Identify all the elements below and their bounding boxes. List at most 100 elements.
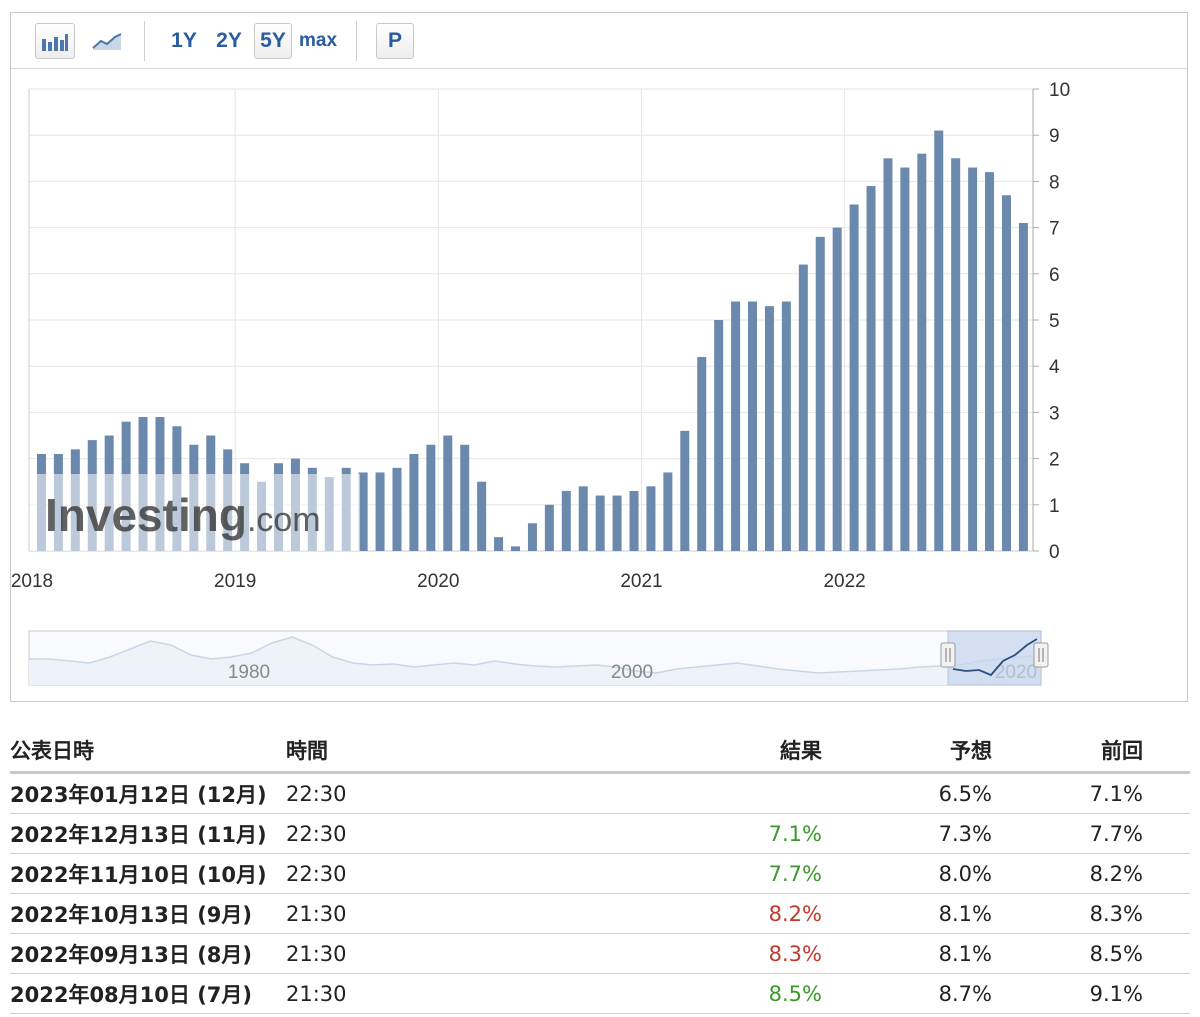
table-row: 2022年10月13日 (9月) 21:30 8.2% 8.1% 8.3% [10, 894, 1190, 934]
bar[interactable] [494, 537, 504, 551]
y-tick-label: 7 [1049, 219, 1060, 240]
bar[interactable] [731, 301, 741, 551]
actual-cell: 8.2% [768, 901, 822, 926]
time-cell: 21:30 [286, 941, 347, 966]
bar[interactable] [985, 172, 995, 551]
y-tick-label: 8 [1049, 172, 1060, 193]
navigator-selection [947, 630, 1042, 686]
header-time[interactable]: 時間 [286, 738, 328, 763]
bar[interactable] [392, 467, 402, 551]
navigator-area [29, 637, 1041, 685]
bar[interactable] [934, 130, 944, 551]
range-5y-button[interactable]: 5Y [254, 23, 292, 59]
previous-cell: 8.2% [1089, 861, 1143, 886]
bar[interactable] [629, 490, 639, 551]
bar[interactable] [781, 301, 791, 551]
header-date[interactable]: 公表日時 [10, 738, 94, 763]
table-body: 2023年01月12日 (12月) 22:30 6.5% 7.1% 2022年12月13… [10, 774, 1190, 1014]
bar-chart-button[interactable] [35, 23, 75, 59]
p-button[interactable]: P [376, 23, 414, 59]
y-tick-label: 10 [1049, 80, 1070, 101]
navigator-selection-line [952, 638, 1038, 677]
toolbar-divider [356, 21, 357, 61]
bar[interactable] [578, 486, 588, 551]
bar[interactable] [697, 356, 707, 551]
date-cell: 2022年09月13日 (8月) [10, 942, 253, 967]
bar[interactable] [1018, 222, 1028, 552]
bar[interactable] [680, 430, 690, 551]
line-chart-button[interactable] [87, 23, 127, 59]
actual-cell: 8.3% [768, 941, 822, 966]
bar[interactable] [883, 158, 893, 552]
range-1y-button[interactable]: 1Y [171, 29, 197, 52]
x-tick-label: 2019 [214, 571, 256, 592]
bar[interactable] [798, 264, 808, 551]
bar[interactable] [748, 301, 758, 551]
y-tick-label: 5 [1049, 311, 1060, 332]
bar[interactable] [951, 158, 961, 552]
bar[interactable] [612, 495, 622, 551]
bar[interactable] [764, 306, 774, 551]
bar[interactable] [460, 444, 470, 551]
bar[interactable] [443, 435, 453, 552]
header-actual[interactable]: 結果 [780, 738, 822, 763]
bar[interactable] [815, 236, 825, 551]
y-tick-label: 9 [1049, 126, 1060, 147]
bar[interactable] [477, 481, 487, 551]
navigator-right-handle[interactable] [1033, 642, 1049, 668]
bar[interactable] [358, 472, 368, 551]
bar-chart-icon [42, 34, 68, 51]
y-tick-label: 2 [1049, 450, 1060, 471]
navigator-left-handle[interactable] [940, 642, 956, 668]
bar[interactable] [849, 204, 859, 552]
forecast-cell: 8.1% [938, 901, 992, 926]
y-tick-label: 1 [1049, 496, 1060, 517]
actual-cell: 7.1% [768, 821, 822, 846]
date-cell: 2023年01月12日 (12月) [10, 782, 267, 807]
bar[interactable] [409, 453, 419, 551]
forecast-cell: 8.7% [938, 981, 992, 1006]
navigator-line [29, 636, 1042, 674]
bar[interactable] [375, 472, 385, 551]
bar[interactable] [511, 546, 521, 551]
x-tick-label: 2021 [620, 571, 662, 592]
bar[interactable] [646, 486, 656, 551]
bar[interactable] [1001, 195, 1011, 551]
watermark-text: Investing.com [45, 489, 321, 541]
bar[interactable] [968, 167, 978, 551]
date-cell: 2022年08月10日 (7月) [10, 982, 253, 1007]
y-tick-label: 0 [1049, 542, 1060, 563]
bar[interactable] [527, 523, 537, 551]
header-forecast[interactable]: 予想 [950, 738, 992, 763]
previous-cell: 7.1% [1089, 781, 1143, 806]
bar[interactable] [595, 495, 605, 551]
bar[interactable] [544, 504, 554, 551]
x-tick-label: 2018 [11, 571, 53, 592]
header-previous[interactable]: 前回 [1101, 738, 1143, 763]
bar[interactable] [917, 153, 927, 551]
table-row: 2023年01月12日 (12月) 22:30 6.5% 7.1% [10, 774, 1190, 814]
table-row: 2022年11月10日 (10月) 22:30 7.7% 8.0% 8.2% [10, 854, 1190, 894]
bar[interactable] [832, 227, 842, 551]
actual-cell: 8.5% [768, 981, 822, 1006]
forecast-cell: 7.3% [938, 821, 992, 846]
table-row: 2022年09月13日 (8月) 21:30 8.3% 8.1% 8.5% [10, 934, 1190, 974]
date-cell: 2022年11月10日 (10月) [10, 862, 267, 887]
bar[interactable] [561, 490, 571, 551]
table-row: 2022年12月13日 (11月) 22:30 7.1% 7.3% 7.7% [10, 814, 1190, 854]
range-navigator[interactable]: 198020002020 [28, 630, 1049, 686]
bar[interactable] [663, 472, 673, 551]
forecast-cell: 6.5% [938, 781, 992, 806]
navigator-label: 1980 [228, 662, 270, 683]
time-cell: 22:30 [286, 861, 347, 886]
previous-cell: 8.5% [1089, 941, 1143, 966]
range-2y-button[interactable]: 2Y [216, 29, 242, 52]
time-cell: 22:30 [286, 781, 347, 806]
bar[interactable] [866, 186, 876, 551]
bar[interactable] [714, 320, 724, 551]
bar[interactable] [426, 444, 436, 551]
range-max-button[interactable]: max [298, 30, 338, 51]
bar[interactable] [900, 167, 910, 551]
forecast-cell: 8.1% [938, 941, 992, 966]
